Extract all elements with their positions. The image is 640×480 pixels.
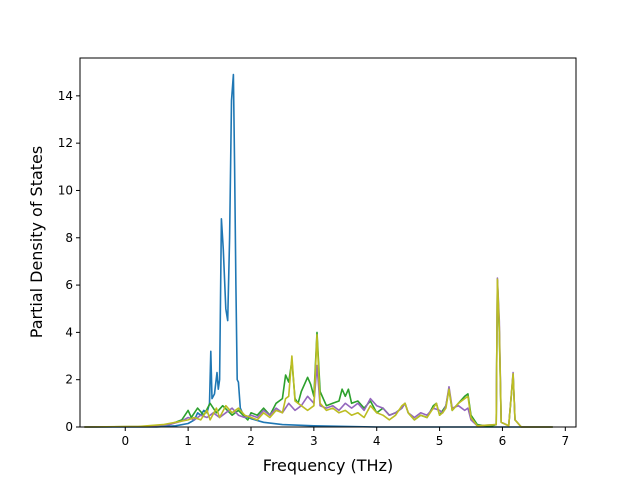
y-tick-label: 14 — [58, 89, 73, 103]
y-tick-label: 6 — [65, 278, 73, 292]
y-tick-label: 2 — [65, 373, 73, 387]
x-tick-label: 6 — [499, 434, 507, 448]
y-axis-label: Partial Density of States — [27, 146, 46, 338]
x-tick-label: 4 — [373, 434, 381, 448]
x-tick-label: 2 — [247, 434, 255, 448]
x-tick-label: 1 — [184, 434, 192, 448]
plot-frame — [79, 57, 577, 428]
y-tick-label: 12 — [58, 136, 73, 150]
series-line-4 — [84, 278, 553, 428]
x-tick-label: 7 — [561, 434, 569, 448]
y-tick-label: 10 — [58, 183, 73, 197]
y-tick-label: 8 — [65, 231, 73, 245]
y-tick-label: 0 — [65, 420, 73, 434]
y-tick-label: 4 — [65, 325, 73, 339]
series-lines — [84, 73, 553, 428]
series-line-2 — [84, 279, 553, 428]
x-tick-label: 0 — [121, 434, 129, 448]
x-tick-label: 3 — [310, 434, 318, 448]
x-tick-label: 5 — [436, 434, 444, 448]
x-axis-label: Frequency (THz) — [263, 456, 393, 475]
